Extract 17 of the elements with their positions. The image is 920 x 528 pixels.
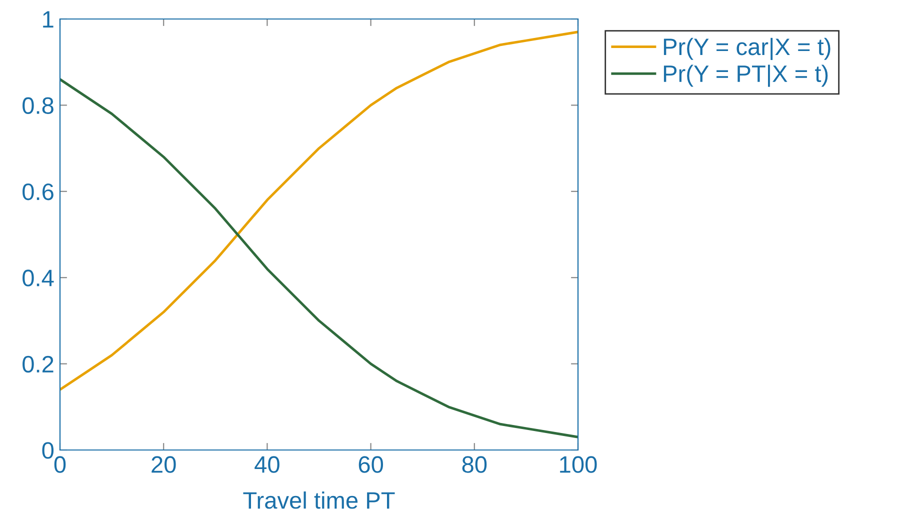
- x-tick-label: 20: [152, 456, 176, 473]
- x-tick-label: 40: [254, 456, 280, 473]
- x-tick-label: 100: [560, 456, 597, 473]
- y-tick-label: 0.2: [22, 356, 54, 373]
- x-tick-label: 0: [54, 456, 66, 473]
- x-axis-title: Travel time PT: [243, 491, 395, 509]
- legend-label: Pr(Y = car|X = t): [664, 38, 830, 60]
- legend-label: Pr(Y = PT|X = t): [664, 64, 828, 87]
- y-tick-label: 1: [43, 11, 54, 28]
- y-tick-label: 0.6: [22, 183, 54, 200]
- y-tick-label: 0.8: [22, 97, 54, 114]
- x-tick-label: 80: [462, 456, 487, 473]
- line-series: [60, 78, 578, 438]
- line-series: [60, 30, 578, 391]
- y-tick-label: 0: [42, 442, 54, 459]
- x-tick-label: 60: [358, 456, 384, 473]
- y-tick-label: 0.4: [22, 270, 54, 286]
